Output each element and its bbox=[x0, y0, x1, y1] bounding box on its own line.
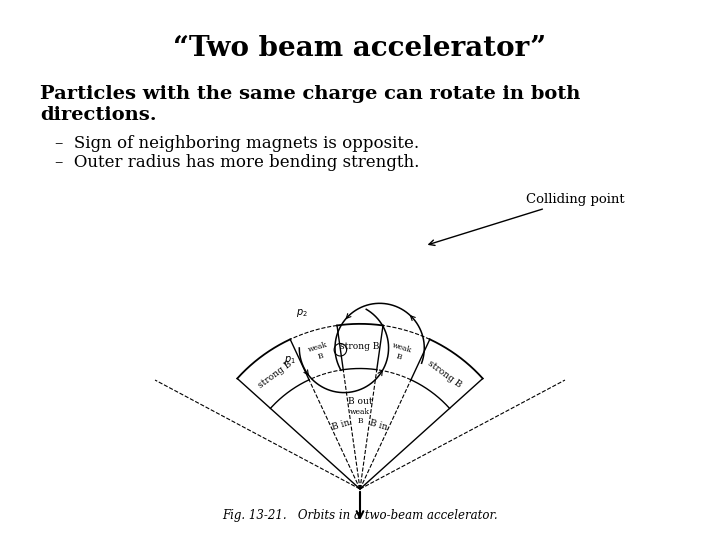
Text: strong B: strong B bbox=[256, 359, 294, 389]
Text: strong B: strong B bbox=[426, 359, 464, 389]
Text: –  Outer radius has more bending strength.: – Outer radius has more bending strength… bbox=[55, 154, 419, 171]
Text: $p_1$: $p_1$ bbox=[284, 354, 296, 366]
Text: Colliding point: Colliding point bbox=[429, 192, 624, 245]
Text: B in: B in bbox=[369, 418, 389, 433]
Text: strong B: strong B bbox=[341, 342, 379, 350]
Text: B in: B in bbox=[331, 418, 351, 433]
Text: B out: B out bbox=[348, 397, 372, 407]
Text: Particles with the same charge can rotate in both
directions.: Particles with the same charge can rotat… bbox=[40, 85, 580, 124]
Text: Fig. 13-21.   Orbits in a two-beam accelerator.: Fig. 13-21. Orbits in a two-beam acceler… bbox=[222, 509, 498, 522]
Text: weak
B: weak B bbox=[389, 341, 413, 363]
Text: “Two beam accelerator”: “Two beam accelerator” bbox=[174, 35, 546, 62]
Text: $p_2$: $p_2$ bbox=[296, 307, 307, 319]
Text: weak
B: weak B bbox=[350, 408, 370, 426]
Text: weak
B: weak B bbox=[307, 341, 331, 363]
Text: –  Sign of neighboring magnets is opposite.: – Sign of neighboring magnets is opposit… bbox=[55, 135, 419, 152]
